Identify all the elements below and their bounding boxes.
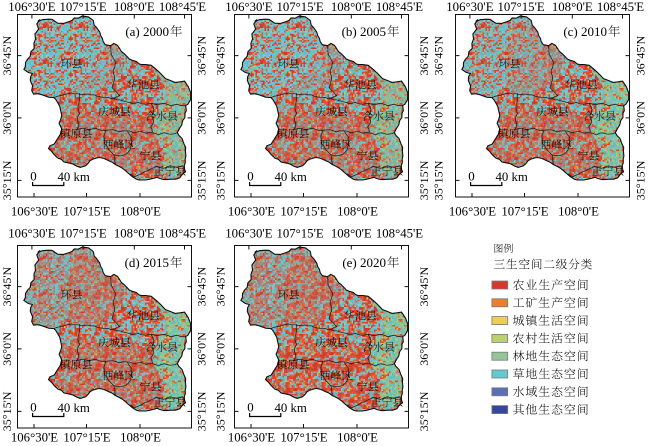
svg-text:108°45'E: 108°45'E xyxy=(376,227,423,241)
svg-text:108°0'E: 108°0'E xyxy=(552,0,593,14)
svg-text:108°0'E: 108°0'E xyxy=(331,227,372,241)
svg-text:36°45'N: 36°45'N xyxy=(634,35,648,75)
svg-text:106°30'E: 106°30'E xyxy=(225,227,272,241)
svg-text:107°15'E: 107°15'E xyxy=(63,431,110,445)
svg-text:36°0'N: 36°0'N xyxy=(432,101,446,135)
svg-text:106°30'E: 106°30'E xyxy=(228,431,275,445)
svg-text:107°15'E: 107°15'E xyxy=(501,205,548,219)
svg-text:36°45'N: 36°45'N xyxy=(214,35,228,75)
svg-text:108°45'E: 108°45'E xyxy=(597,0,644,14)
svg-text:108°0'E: 108°0'E xyxy=(337,431,378,445)
svg-text:36°45'N: 36°45'N xyxy=(0,266,14,306)
svg-text:107°15'E: 107°15'E xyxy=(280,205,327,219)
svg-text:35°15'N: 35°15'N xyxy=(634,160,648,200)
svg-text:35°15'N: 35°15'N xyxy=(214,391,228,431)
svg-text:108°45'E: 108°45'E xyxy=(159,227,206,241)
svg-text:36°45'N: 36°45'N xyxy=(214,266,228,306)
svg-text:35°15'N: 35°15'N xyxy=(214,160,228,200)
svg-text:36°0'N: 36°0'N xyxy=(214,332,228,366)
svg-text:107°15'E: 107°15'E xyxy=(59,0,106,14)
svg-text:108°0'E: 108°0'E xyxy=(120,205,161,219)
svg-text:35°15'N: 35°15'N xyxy=(0,160,14,200)
svg-text:35°15'N: 35°15'N xyxy=(417,160,431,200)
svg-text:106°30'E: 106°30'E xyxy=(11,431,58,445)
svg-text:108°0'E: 108°0'E xyxy=(558,205,599,219)
svg-text:106°30'E: 106°30'E xyxy=(8,0,55,14)
svg-text:36°45'N: 36°45'N xyxy=(417,266,431,306)
svg-text:107°15'E: 107°15'E xyxy=(59,227,106,241)
svg-text:36°0'N: 36°0'N xyxy=(417,332,431,366)
svg-text:36°0'N: 36°0'N xyxy=(417,101,431,135)
svg-text:35°15'N: 35°15'N xyxy=(0,391,14,431)
svg-text:106°30'E: 106°30'E xyxy=(11,205,58,219)
svg-text:36°0'N: 36°0'N xyxy=(214,101,228,135)
svg-text:36°0'N: 36°0'N xyxy=(0,101,14,135)
svg-text:107°15'E: 107°15'E xyxy=(276,0,323,14)
svg-text:36°0'N: 36°0'N xyxy=(0,332,14,366)
svg-text:35°15'N: 35°15'N xyxy=(195,391,209,431)
svg-text:108°0'E: 108°0'E xyxy=(120,431,161,445)
svg-text:107°15'E: 107°15'E xyxy=(276,227,323,241)
svg-text:(a) 2000: (a) 2000 xyxy=(125,24,169,39)
svg-text:106°30'E: 106°30'E xyxy=(225,0,272,14)
svg-text:108°0'E: 108°0'E xyxy=(331,0,372,14)
svg-text:106°30'E: 106°30'E xyxy=(449,205,496,219)
svg-text:36°0'N: 36°0'N xyxy=(195,101,209,135)
svg-text:36°45'N: 36°45'N xyxy=(417,35,431,75)
svg-text:106°30'E: 106°30'E xyxy=(446,0,493,14)
svg-text:36°0'N: 36°0'N xyxy=(195,332,209,366)
svg-text:106°30'E: 106°30'E xyxy=(8,227,55,241)
svg-text:36°45'N: 36°45'N xyxy=(195,35,209,75)
svg-text:(c) 2010: (c) 2010 xyxy=(563,24,607,39)
svg-text:36°0'N: 36°0'N xyxy=(634,101,648,135)
svg-text:36°45'N: 36°45'N xyxy=(432,35,446,75)
svg-text:106°30'E: 106°30'E xyxy=(228,205,275,219)
svg-text:(b) 2005: (b) 2005 xyxy=(342,24,386,39)
svg-text:(d) 2015: (d) 2015 xyxy=(125,255,169,270)
svg-text:108°45'E: 108°45'E xyxy=(376,0,423,14)
svg-text:107°15'E: 107°15'E xyxy=(280,431,327,445)
svg-text:108°0'E: 108°0'E xyxy=(114,0,155,14)
svg-text:36°45'N: 36°45'N xyxy=(0,35,14,75)
svg-text:(e) 2020: (e) 2020 xyxy=(342,255,386,270)
svg-text:35°15'N: 35°15'N xyxy=(195,160,209,200)
svg-text:35°15'N: 35°15'N xyxy=(417,391,431,431)
svg-text:107°15'E: 107°15'E xyxy=(497,0,544,14)
svg-text:108°0'E: 108°0'E xyxy=(114,227,155,241)
svg-text:35°15'N: 35°15'N xyxy=(432,160,446,200)
svg-text:108°0'E: 108°0'E xyxy=(337,205,378,219)
svg-text:36°45'N: 36°45'N xyxy=(195,266,209,306)
svg-text:107°15'E: 107°15'E xyxy=(63,205,110,219)
svg-text:108°45'E: 108°45'E xyxy=(159,0,206,14)
